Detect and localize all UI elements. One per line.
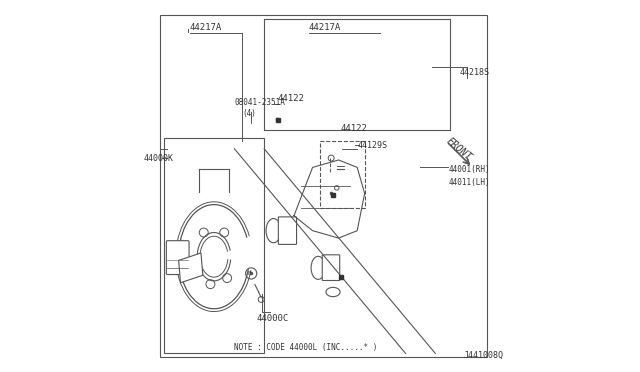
FancyBboxPatch shape <box>322 255 340 280</box>
Bar <box>164 138 264 353</box>
Text: 44000C: 44000C <box>257 314 289 323</box>
Text: 44218S: 44218S <box>460 68 490 77</box>
FancyBboxPatch shape <box>166 241 189 275</box>
Text: 08041-2351A: 08041-2351A <box>234 98 285 107</box>
Text: J441008Q: J441008Q <box>463 351 503 360</box>
Bar <box>320 141 365 208</box>
Text: NOTE : CODE 44000L (INC.....* ): NOTE : CODE 44000L (INC.....* ) <box>234 343 378 352</box>
Text: 44011(LH): 44011(LH) <box>449 178 490 187</box>
Text: FRONT: FRONT <box>445 135 474 162</box>
Bar <box>160 15 488 357</box>
Polygon shape <box>179 253 203 283</box>
Text: 44122: 44122 <box>277 94 304 103</box>
FancyBboxPatch shape <box>278 217 296 244</box>
Text: (4): (4) <box>242 109 256 118</box>
Text: 44000K: 44000K <box>143 154 173 163</box>
Text: 44129S: 44129S <box>357 141 387 150</box>
Text: 44001(RH): 44001(RH) <box>449 165 490 174</box>
Text: 44217A: 44217A <box>309 23 341 32</box>
Text: 44122: 44122 <box>340 124 367 133</box>
Text: 44217A: 44217A <box>190 23 222 32</box>
Text: B: B <box>247 271 251 276</box>
